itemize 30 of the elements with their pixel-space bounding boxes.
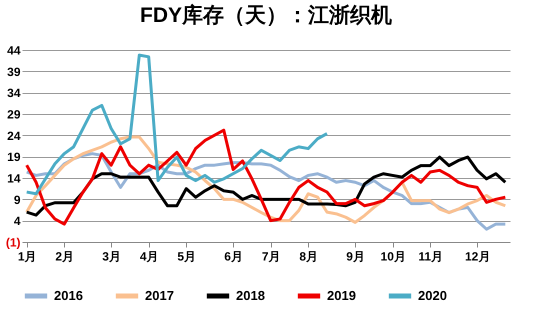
y-tick-label: 29 (7, 108, 21, 122)
x-tick-label: 10月 (380, 250, 406, 264)
line-series (25, 156, 507, 217)
x-tick-label: 6月 (224, 250, 243, 264)
legend-label: 2017 (145, 288, 174, 303)
legend-label: 2019 (327, 288, 356, 303)
x-tick-label: 4月 (140, 250, 159, 264)
line-series (25, 54, 328, 196)
x-tick-label: 3月 (102, 250, 121, 264)
y-tick-label: 44 (7, 44, 21, 58)
x-tick-label: 2月 (55, 250, 74, 264)
y-tick-label: 14 (7, 172, 21, 186)
y-tick-label: 24 (7, 128, 21, 143)
y-tick-label: (1) (6, 236, 20, 250)
x-tick-label: 7月 (262, 250, 281, 264)
x-tick-label: 1月 (18, 250, 37, 264)
legend-label: 2018 (236, 288, 265, 303)
x-tick-label: 12月 (464, 250, 490, 264)
legend-label: 2020 (418, 288, 447, 303)
y-tick-label: 19 (7, 150, 21, 164)
y-tick-label: 39 (7, 64, 21, 79)
y-tick-label: 9 (14, 192, 21, 207)
x-tick-label: 8月 (299, 250, 318, 264)
x-tick-label: 9月 (346, 250, 365, 264)
x-tick-label: 11月 (418, 250, 444, 264)
y-tick-label: 4 (14, 214, 21, 228)
chart-title: FDY库存（天）：江浙织机 (140, 3, 392, 27)
x-tick-label: 5月 (177, 250, 196, 264)
y-tick-label: 34 (7, 86, 21, 100)
legend-label: 2016 (54, 288, 83, 303)
